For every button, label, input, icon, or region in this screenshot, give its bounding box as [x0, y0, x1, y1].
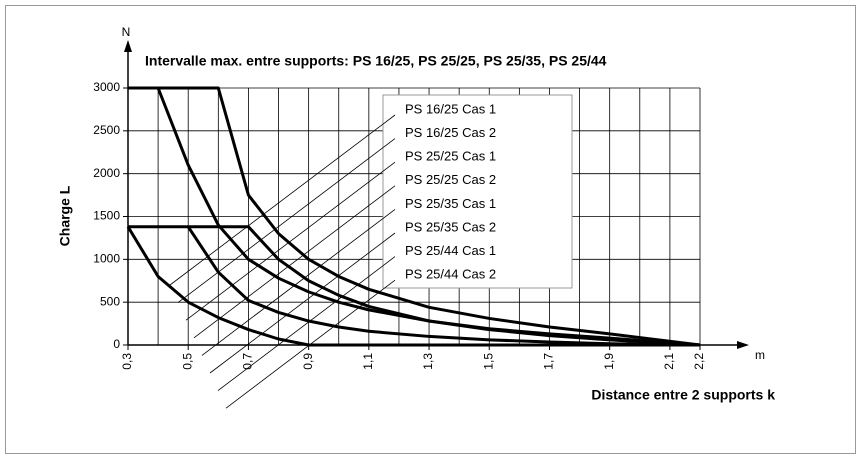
- legend-box: [382, 94, 573, 289]
- y-axis-label: Charge L: [57, 185, 73, 246]
- legend-label: PS 25/35 Cas 2: [405, 219, 496, 234]
- y-tick-label: 0: [113, 337, 120, 351]
- x-tick-label: 0,3: [120, 353, 134, 370]
- x-axis-label: Distance entre 2 supports k: [591, 387, 775, 403]
- leader-line: [193, 185, 396, 339]
- series-line: [156, 87, 701, 347]
- y-tick-label: 3000: [93, 80, 120, 94]
- y-tick-label: 2500: [93, 123, 120, 137]
- legend-label: PS 25/25 Cas 1: [405, 149, 496, 164]
- leader-line: [217, 256, 396, 391]
- x-tick-label: 1,1: [361, 353, 375, 370]
- series-line: [128, 86, 701, 347]
- series-line: [128, 225, 701, 347]
- x-tick-label: 1,3: [421, 353, 435, 370]
- x-tick-label: 0,5: [180, 353, 194, 370]
- y-tick-label: 2000: [93, 166, 120, 180]
- x-tick-label: 1,5: [481, 353, 495, 370]
- leader-line: [185, 161, 396, 321]
- leader-line: [209, 232, 396, 374]
- x-tick-label: 2,1: [662, 353, 676, 370]
- x-tick-label: 1,9: [602, 353, 616, 370]
- chart-title: Intervalle max. entre supports: PS 16/25…: [145, 53, 607, 69]
- x-tick-label: 0,9: [301, 353, 315, 370]
- x-arrow: [737, 341, 749, 349]
- y-tick-label: 500: [100, 294, 120, 308]
- series-line: [186, 225, 701, 347]
- legend-label: PS 25/44 Cas 2: [405, 267, 496, 282]
- leader-line: [201, 209, 396, 356]
- y-tick-label: 1500: [93, 209, 120, 223]
- legend-label: PS 25/25 Cas 2: [405, 172, 496, 187]
- series-line: [126, 226, 700, 347]
- legend-label: PS 16/25 Cas 2: [405, 125, 496, 140]
- y-unit: N: [122, 25, 131, 39]
- legend-label: PS 25/35 Cas 1: [405, 196, 496, 211]
- leader-line: [177, 138, 396, 303]
- x-unit: m: [755, 348, 765, 362]
- legend-label: PS 16/25 Cas 1: [405, 101, 496, 116]
- x-tick-label: 0,7: [241, 353, 255, 370]
- x-tick-label: 1,7: [542, 353, 556, 370]
- legend-label: PS 25/44 Cas 1: [405, 243, 496, 258]
- y-tick-label: 1000: [93, 252, 120, 266]
- y-arrow: [124, 40, 132, 52]
- x-tick-label: 2,2: [692, 353, 706, 370]
